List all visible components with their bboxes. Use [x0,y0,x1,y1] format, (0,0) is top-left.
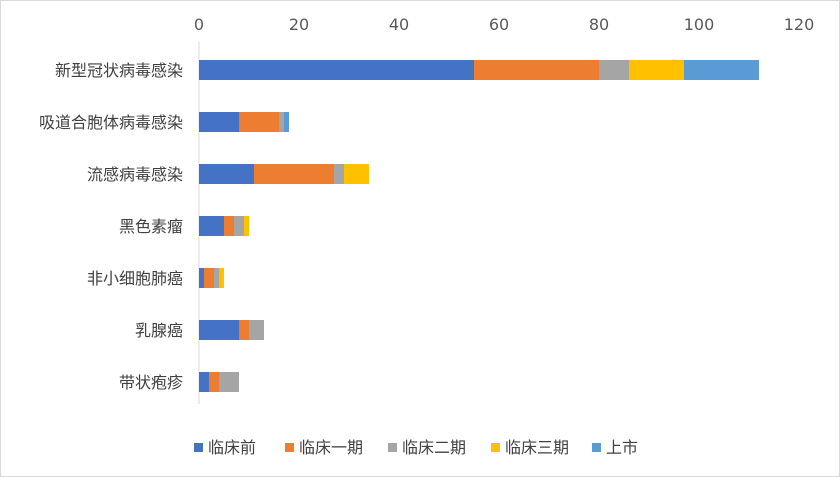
legend-item: 临床一期 [285,438,363,457]
bar-segment [219,372,239,392]
legend-swatch [491,443,500,452]
x-tick-label: 60 [489,15,509,34]
bar-segment [244,216,249,236]
legend-swatch [592,443,601,452]
bar-segment [684,60,759,80]
bar-segment [199,60,474,80]
legend-item: 临床三期 [491,438,569,457]
bar-segment [599,60,629,80]
x-tick-label: 20 [289,15,309,34]
legend-item: 临床二期 [388,438,466,457]
bar-segment [239,320,249,340]
bar-segment [199,320,239,340]
bar-segment [219,268,224,288]
bar-segment [199,216,224,236]
bar-segment [199,164,254,184]
legend-swatch [285,443,294,452]
category-label: 流感病毒感染 [87,165,183,184]
category-label: 黑色素瘤 [119,217,183,236]
legend-label: 临床一期 [299,438,363,457]
bar-segment [284,112,289,132]
bar-segment [334,164,344,184]
bar-segment [279,112,284,132]
bar-segment [224,216,234,236]
x-tick-label: 80 [589,15,609,34]
bar-segment [209,372,219,392]
bar-segment [214,268,219,288]
bar-segment [204,268,214,288]
bar-segment [199,112,239,132]
legend-label: 上市 [606,438,638,457]
category-label: 新型冠状病毒感染 [55,61,183,80]
legend-label: 临床二期 [402,438,466,457]
bars [199,60,759,392]
x-tick-label: 100 [684,15,715,34]
bar-segment [344,164,369,184]
legend-item: 上市 [592,438,638,457]
legend-swatch [194,443,203,452]
bar-segment [629,60,684,80]
bar-segment [249,320,264,340]
x-tick-label: 120 [784,15,815,34]
bar-segment [474,60,599,80]
legend-label: 临床三期 [505,438,569,457]
bar-segment [239,112,279,132]
category-label: 吸道合胞体病毒感染 [39,113,183,132]
x-tick-label: 0 [194,15,204,34]
category-label: 非小细胞肺癌 [87,269,183,288]
bar-segment [199,372,209,392]
category-label: 带状疱疹 [119,373,183,392]
legend-item: 临床前 [194,438,256,457]
bar-segment [199,268,204,288]
legend-label: 临床前 [208,438,256,457]
legend-swatch [388,443,397,452]
category-label: 乳腺癌 [135,321,183,340]
bar-segment [254,164,334,184]
bar-segment [234,216,244,236]
legend: 临床前 临床一期 临床二期 临床三期 上市 [194,438,638,457]
x-tick-labels: 0 20 40 60 80 100 120 [194,15,814,34]
x-tick-label: 40 [389,15,409,34]
